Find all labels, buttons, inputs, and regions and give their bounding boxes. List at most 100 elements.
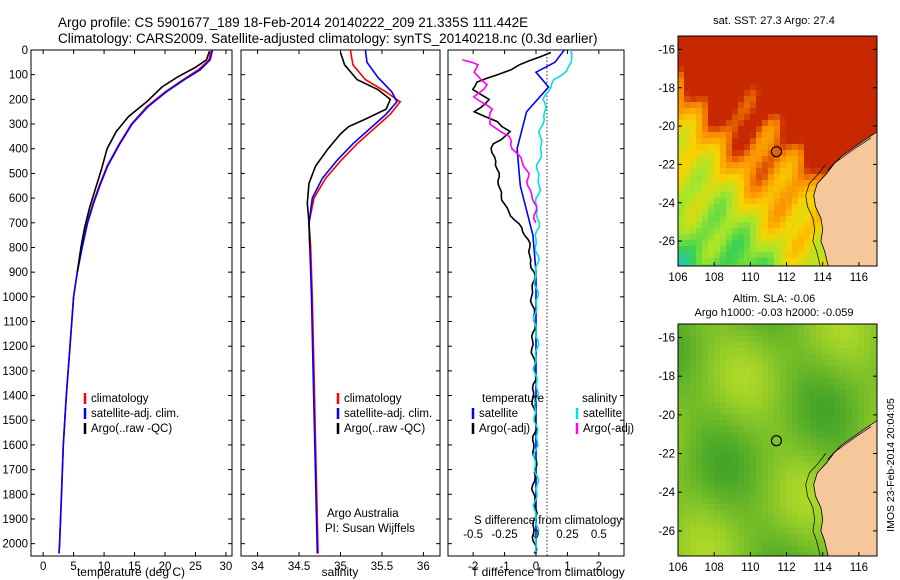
- land: [813, 131, 877, 266]
- map-cell: [858, 330, 865, 337]
- map-cell: [708, 432, 715, 439]
- map-cell: [870, 348, 877, 355]
- map-cell: [714, 72, 721, 79]
- map-cell: [768, 504, 775, 511]
- map-cell: [732, 186, 739, 193]
- map-cell: [738, 210, 745, 217]
- map-cell: [798, 174, 805, 181]
- map-cell: [780, 528, 787, 535]
- map-cell: [828, 384, 835, 391]
- map-cell: [792, 150, 799, 157]
- map-cell: [822, 366, 829, 373]
- map-cell: [702, 186, 709, 193]
- map-cell: [804, 342, 811, 349]
- map-cell: [696, 96, 703, 103]
- map-cell: [750, 78, 757, 85]
- map-cell: [810, 438, 817, 445]
- map-cell: [690, 198, 697, 205]
- map-cell: [696, 48, 703, 55]
- map-cell: [762, 66, 769, 73]
- map-cell: [714, 444, 721, 451]
- map-cell: [786, 372, 793, 379]
- map-cell: [732, 480, 739, 487]
- map-cell: [696, 60, 703, 67]
- map-cell: [696, 462, 703, 469]
- map-cell: [732, 198, 739, 205]
- map-cell: [804, 498, 811, 505]
- map-cell: [858, 66, 865, 73]
- isobath-line: [805, 453, 826, 556]
- map-cell: [726, 432, 733, 439]
- map-cell: [738, 96, 745, 103]
- map-cell: [756, 198, 763, 205]
- map-cell: [762, 372, 769, 379]
- map-cell: [726, 468, 733, 475]
- map-cell: [732, 468, 739, 475]
- map-cell: [744, 90, 751, 97]
- map-cell: [810, 492, 817, 499]
- map-cell: [738, 408, 745, 415]
- s-tick-label: -0.25: [491, 529, 517, 541]
- map-cell: [702, 330, 709, 337]
- map-cell: [798, 402, 805, 409]
- lon-tick-label: 108: [705, 272, 724, 284]
- map-cell: [678, 180, 685, 187]
- map-cell: [732, 390, 739, 397]
- map-cell: [708, 366, 715, 373]
- map-cell: [780, 42, 787, 49]
- map-cell: [864, 114, 871, 121]
- map-cell: [774, 522, 781, 529]
- map-cell: [804, 42, 811, 49]
- lat-tick-label: -26: [658, 526, 675, 538]
- map-cell: [798, 240, 805, 247]
- map-cell: [816, 162, 823, 169]
- map-cell: [792, 156, 799, 163]
- map-cell: [744, 228, 751, 235]
- map-cell: [798, 486, 805, 493]
- map-cell: [858, 384, 865, 391]
- map-cell: [768, 90, 775, 97]
- map-cell: [780, 264, 787, 266]
- map-cell: [696, 528, 703, 535]
- map-cell: [816, 516, 823, 523]
- map-cell: [852, 90, 859, 97]
- isobath-line: [805, 164, 826, 266]
- map-cell: [720, 522, 727, 529]
- map-cell: [840, 396, 847, 403]
- map-cell: [864, 120, 871, 127]
- map-cell: [840, 108, 847, 115]
- map-cell: [870, 120, 877, 127]
- map-cell: [816, 60, 823, 67]
- map-cell: [828, 414, 835, 421]
- map-cell: [834, 342, 841, 349]
- map-cell: [714, 174, 721, 181]
- map-cell: [684, 258, 691, 265]
- map-cell: [798, 474, 805, 481]
- map-cell: [732, 264, 739, 266]
- map-cell: [702, 156, 709, 163]
- map-cell: [768, 180, 775, 187]
- map-cell: [702, 498, 709, 505]
- legend-label: satellite: [479, 408, 518, 420]
- series-line-argo-raw-qc-: [76, 50, 211, 273]
- map-cell: [774, 540, 781, 547]
- map-cell: [786, 444, 793, 451]
- map-cell: [750, 114, 757, 121]
- map-cell: [738, 540, 745, 547]
- map-cell: [858, 72, 865, 79]
- map-cell: [786, 84, 793, 91]
- map-cell: [702, 168, 709, 175]
- map-cell: [804, 390, 811, 397]
- map-cell: [726, 84, 733, 91]
- map-cell: [870, 414, 877, 421]
- map-cell: [780, 216, 787, 223]
- map-cell: [756, 36, 763, 43]
- map-cell: [858, 114, 865, 121]
- map-cell: [702, 120, 709, 127]
- map-cell: [780, 336, 787, 343]
- map-cell: [714, 114, 721, 121]
- map-cell: [696, 540, 703, 547]
- map-cell: [684, 228, 691, 235]
- map-cell: [750, 486, 757, 493]
- map-cell: [780, 246, 787, 253]
